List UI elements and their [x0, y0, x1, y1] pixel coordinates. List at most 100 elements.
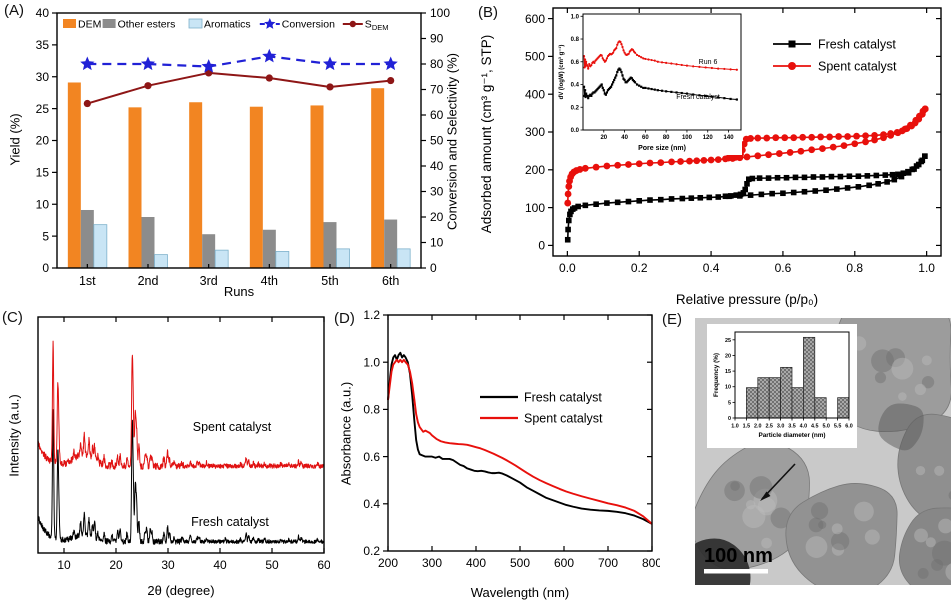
svg-text:40: 40 [36, 6, 50, 20]
svg-text:5.5: 5.5 [834, 424, 842, 430]
panel-a-xlabel: Runs [223, 284, 255, 299]
panel-d-label: (D) [334, 310, 355, 327]
svg-text:200: 200 [378, 556, 398, 570]
svg-text:0.0: 0.0 [559, 261, 576, 275]
y-axis-right: 0 10 20 30 40 50 60 70 80 90 100 [421, 6, 450, 275]
svg-text:40: 40 [621, 135, 628, 141]
legend: DEM Other esters Aromatics Conversion SDEM [63, 18, 388, 32]
svg-text:100 nm: 100 nm [704, 545, 773, 567]
svg-text:400: 400 [466, 556, 486, 570]
svg-text:Fresh catalyst: Fresh catalyst [676, 94, 720, 101]
svg-text:20: 20 [725, 353, 731, 359]
svg-text:600: 600 [525, 12, 545, 26]
svg-text:10: 10 [36, 197, 50, 211]
svg-text:15: 15 [36, 166, 50, 180]
bar-series-0 [67, 82, 385, 269]
svg-text:0.2: 0.2 [631, 261, 648, 275]
svg-text:600: 600 [554, 556, 574, 570]
legend: Fresh catalyst Spent catalyst [773, 38, 897, 74]
svg-text:35: 35 [36, 38, 50, 52]
svg-text:0: 0 [430, 261, 437, 275]
svg-text:20: 20 [430, 210, 444, 224]
bar-series-2 [93, 224, 411, 269]
panel-e-tem-image: 100 nm 1.0 1.5 2.0 2.5 3.0 3.5 4.0 4.5 5.0 5.5 6.0 0… [695, 318, 951, 585]
svg-text:30: 30 [36, 70, 50, 84]
svg-text:400: 400 [525, 87, 545, 101]
svg-text:5: 5 [42, 229, 49, 243]
svg-text:60: 60 [317, 558, 330, 572]
panel-c-chart: 10 20 30 40 50 60 Spent catalyst Fresh catalyst [37, 316, 330, 572]
svg-text:6th: 6th [382, 274, 399, 288]
svg-text:10: 10 [430, 236, 444, 250]
panel-b-xlabel: Relative pressure (p/p₀) [675, 292, 819, 307]
y-axis-left: 0 100 200 300 400 500 600 [525, 12, 941, 253]
svg-text:0.2: 0.2 [363, 544, 380, 558]
svg-text:0.4: 0.4 [571, 83, 580, 89]
panel-e: 100 nm 1.0 1.5 2.0 2.5 3.0 3.5 4.0 4.5 5.0 5.5 6.0 0… [660, 305, 951, 606]
bar-series-1 [80, 209, 398, 268]
panel-d-chart: 200 300 400 500 600 700 800 0.2 0.4 0.6 0.8 1.0 1.2 F… [363, 308, 660, 570]
svg-text:20: 20 [600, 135, 607, 141]
svg-text:0: 0 [728, 416, 731, 422]
panel-c: 10 20 30 40 50 60 Spent catalyst Fresh catalyst… [0, 305, 330, 606]
svg-text:120: 120 [703, 135, 714, 141]
svg-text:0.6: 0.6 [363, 450, 380, 464]
legend: Fresh catalyst Spent catalyst [480, 391, 603, 426]
particle-size-histogram: 1.0 1.5 2.0 2.5 3.0 3.5 4.0 4.5 5.0 5.5 6.0 0 5 10 15 2… [707, 324, 857, 448]
svg-text:4.0: 4.0 [800, 424, 808, 430]
svg-text:300: 300 [525, 125, 545, 139]
svg-text:25: 25 [725, 338, 731, 344]
svg-text:0.8: 0.8 [571, 37, 580, 43]
svg-text:4.5: 4.5 [811, 424, 819, 430]
svg-text:1.5: 1.5 [743, 424, 751, 430]
svg-text:Pore size (nm): Pore size (nm) [638, 145, 686, 152]
panel-c-label: (C) [2, 309, 23, 326]
svg-text:Fresh catalyst: Fresh catalyst [191, 515, 269, 529]
svg-text:dV (logW) (cm³ g⁻¹): dV (logW) (cm³ g⁻¹) [558, 45, 565, 100]
plot-frame [56, 12, 422, 269]
panel-c-xlabel: 2θ (degree) [147, 583, 215, 598]
panel-a-chart: 0 5 10 15 20 25 30 35 40 0 10 20 30 40 50 60 70 80 90 100 1s… [36, 6, 451, 288]
svg-text:80: 80 [663, 135, 670, 141]
panel-a-ylabel-left: Yield (%) [7, 113, 23, 166]
svg-text:40: 40 [430, 159, 444, 173]
svg-text:800: 800 [642, 556, 660, 570]
svg-text:30: 30 [161, 558, 175, 572]
svg-text:40: 40 [213, 558, 227, 572]
svg-text:25: 25 [36, 102, 50, 116]
y-axis-left: 0 5 10 15 20 25 30 35 40 [36, 6, 57, 275]
svg-text:3.5: 3.5 [788, 424, 796, 430]
svg-text:1st: 1st [79, 274, 96, 288]
svg-text:1.2: 1.2 [363, 308, 380, 322]
svg-text:Fresh catalyst: Fresh catalyst [818, 38, 896, 52]
svg-text:1.0: 1.0 [363, 355, 380, 369]
panel-d-xlabel: Wavelength (nm) [470, 585, 570, 600]
svg-text:60: 60 [642, 135, 649, 141]
pore-size-inset: 20 40 60 80 100 120 140 0.0 0.2 0.4 0.6 0.8 1.0 Pore … [555, 9, 742, 155]
svg-text:60: 60 [430, 108, 444, 122]
svg-text:DEM: DEM [78, 19, 101, 31]
svg-text:0.8: 0.8 [846, 261, 863, 275]
panel-e-label: (E) [662, 311, 682, 328]
svg-text:0.8: 0.8 [363, 403, 380, 417]
plot-frame [37, 316, 325, 554]
svg-text:Fresh catalyst: Fresh catalyst [524, 391, 602, 405]
panel-a: 0 5 10 15 20 25 30 35 40 0 10 20 30 40 50 60 70 80 90 100 1s… [0, 0, 465, 305]
svg-text:0: 0 [42, 261, 49, 275]
svg-text:1.0: 1.0 [918, 261, 935, 275]
svg-text:20: 20 [109, 558, 123, 572]
scale-bar: 100 nm [704, 545, 773, 574]
svg-text:50: 50 [430, 134, 444, 148]
x-axis: 200 300 400 500 600 700 800 [378, 315, 660, 570]
svg-text:Spent catalyst: Spent catalyst [818, 60, 897, 74]
svg-text:2.5: 2.5 [765, 424, 773, 430]
svg-text:70: 70 [430, 83, 444, 97]
panel-b: 20 40 60 80 100 120 140 0.0 0.2 0.4 0.6 0.8 1.0 Pore … [465, 0, 951, 320]
isotherm-0 [564, 153, 928, 243]
svg-text:0.6: 0.6 [571, 60, 580, 66]
x-axis: 10 20 30 40 50 60 [57, 317, 330, 572]
panel-a-ylabel-right: Conversion and Selectivity (%) [444, 52, 460, 231]
svg-text:500: 500 [525, 50, 545, 64]
svg-text:1.0: 1.0 [731, 424, 739, 430]
